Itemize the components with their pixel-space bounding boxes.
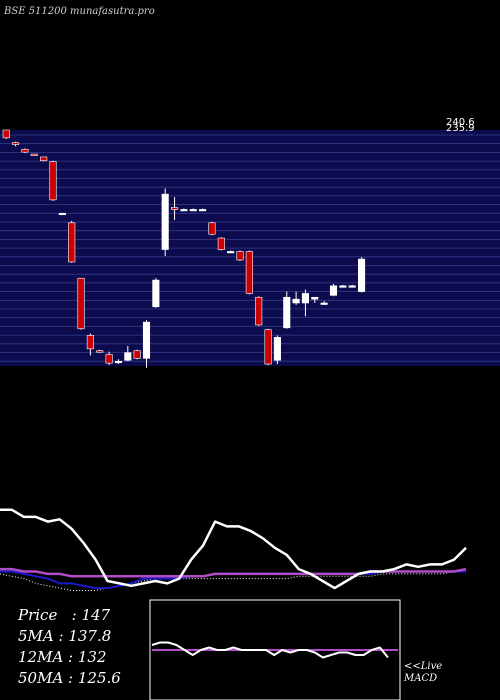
ma50-stat: 50MA : 125.6 [18, 668, 121, 689]
candle-down [22, 149, 29, 152]
candle-down [12, 143, 19, 145]
candle-up [358, 259, 365, 291]
candle-up [181, 209, 188, 211]
candle-up [199, 209, 206, 211]
candle-up [274, 337, 281, 360]
candle-up [227, 251, 234, 253]
candle-down [171, 208, 178, 210]
candle-up [340, 286, 347, 288]
candle-up [59, 213, 66, 215]
candle-down [106, 355, 113, 364]
candle-up [190, 209, 197, 211]
candle-up [293, 299, 300, 303]
candle-up [153, 280, 160, 307]
candle-down [218, 238, 225, 249]
candle-up [162, 194, 169, 249]
candle-down [3, 130, 10, 138]
price-label-second: 235.9 [446, 123, 475, 134]
stats-box: Price : 147 5MA : 137.8 12MA : 132 50MA … [18, 605, 121, 689]
macd-live-text: <<Live [404, 661, 442, 673]
candle-down [87, 335, 94, 348]
candle-up [125, 353, 132, 361]
candle-up [302, 293, 309, 303]
candle-up [312, 297, 319, 299]
candle-down [246, 251, 253, 293]
candle-down [265, 330, 272, 364]
candle-down [237, 251, 244, 260]
candle-down [50, 162, 57, 200]
indicator-panel [0, 510, 466, 591]
macd-title-text: MACD [404, 673, 442, 685]
candle-up [321, 303, 328, 305]
candle-up [284, 297, 291, 328]
watermark: BSE 511200 munafasutra.pro [3, 6, 155, 17]
candle-down [255, 297, 262, 325]
price-stat: Price : 147 [18, 605, 121, 626]
candle-down [78, 278, 85, 329]
slow-ma-line [0, 569, 466, 576]
candle-down [134, 351, 141, 359]
candle-down [209, 223, 216, 234]
ma12-stat: 12MA : 132 [18, 647, 121, 668]
ma5-stat: 5MA : 137.8 [18, 626, 121, 647]
candle-down [40, 157, 47, 161]
candle-up [115, 361, 122, 363]
candle-up [143, 322, 150, 358]
candle-up [349, 286, 356, 288]
candle-down [31, 154, 38, 156]
candle-down [97, 351, 104, 353]
macd-label: <<Live MACD [404, 661, 442, 685]
candle-down [68, 223, 75, 262]
candle-up [330, 286, 337, 296]
